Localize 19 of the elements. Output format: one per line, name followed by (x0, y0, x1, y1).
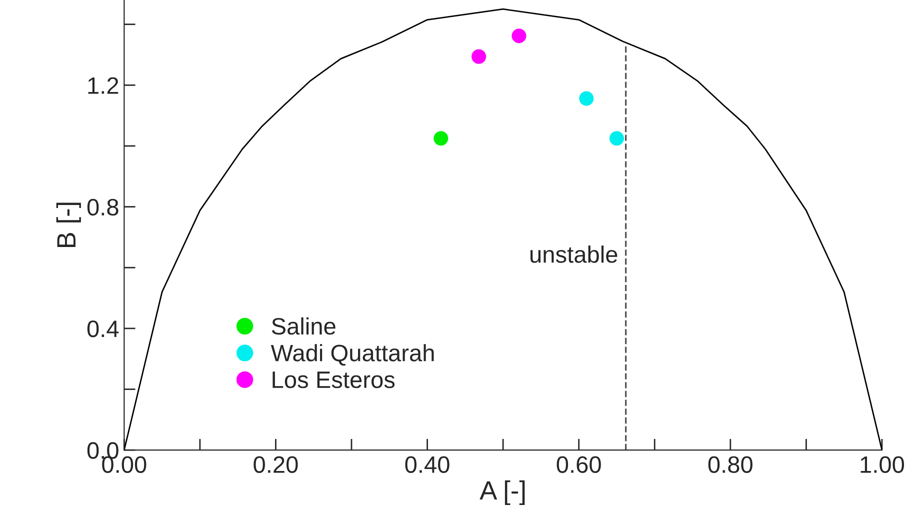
ref-line-label: unstable (530, 246, 618, 263)
legend-label: Los Esteros (272, 372, 395, 388)
x-tick-label: 0.40 (405, 456, 450, 473)
x-tick-label: 0.60 (556, 456, 601, 473)
y-tick-label: 0.8 (87, 198, 118, 216)
point (609, 131, 624, 146)
x-tick-label: 1.00 (860, 456, 904, 473)
x-axis-title: A [-] (480, 480, 525, 506)
point (579, 91, 594, 106)
y-tick-label: 0.4 (87, 320, 119, 338)
y-tick-label: 1.2 (88, 77, 118, 94)
x-tick-label: 0.20 (254, 456, 298, 473)
point (434, 131, 448, 146)
legend-label: Wadi Quattarah (270, 344, 434, 366)
legend-label: Saline (272, 317, 336, 335)
y-axis-title: B [-] (56, 202, 81, 248)
point (512, 28, 526, 44)
point (472, 49, 486, 64)
x-tick-label: 0.80 (708, 456, 752, 473)
